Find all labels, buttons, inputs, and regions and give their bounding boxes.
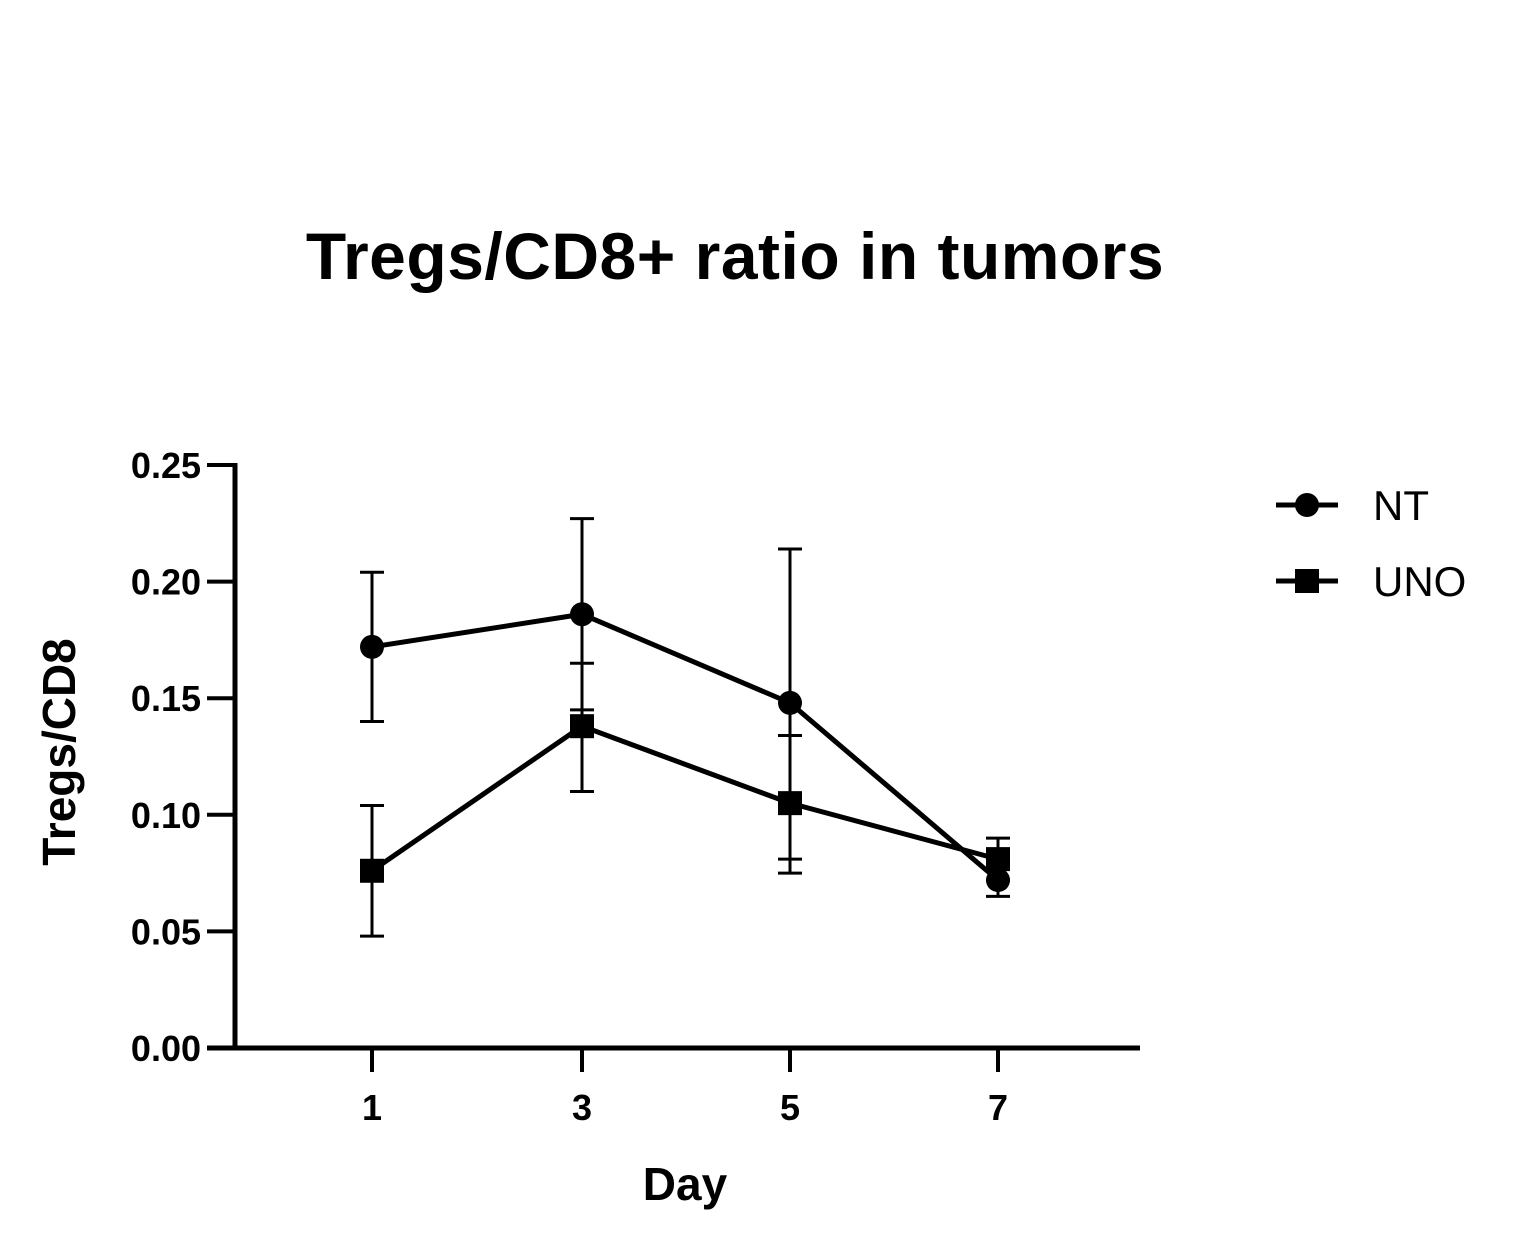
y-tick-label: 0.05	[131, 911, 201, 952]
legend-label: UNO	[1373, 558, 1466, 605]
legend-label: NT	[1373, 482, 1429, 529]
y-tick-label: 0.10	[131, 795, 201, 836]
y-axis-title: Tregs/CD8	[33, 638, 85, 866]
data-point	[986, 847, 1010, 872]
y-tick-label: 0.00	[131, 1028, 201, 1069]
series-nt	[360, 602, 1010, 893]
y-tick-label: 0.25	[131, 445, 201, 486]
chart-title: Tregs/CD8+ ratio in tumors	[305, 219, 1165, 293]
circle-marker-icon	[1295, 493, 1319, 517]
axes: 0.00 0.05 0.10 0.15 0.20 0.25 1 3 5 7 Day Tregs/CD8	[33, 445, 1140, 1210]
series-line	[370, 723, 999, 873]
x-axis-title: Day	[643, 1158, 728, 1210]
y-tick-label: 0.15	[131, 678, 201, 719]
y-tick-label: 0.20	[131, 562, 201, 603]
series-nt-errorbars	[360, 517, 1010, 898]
series-uno	[360, 714, 1010, 883]
series-layer	[360, 517, 1010, 938]
legend-item-uno: UNO	[1276, 558, 1466, 605]
data-point	[570, 602, 594, 627]
series-uno-errorbars	[360, 661, 1010, 938]
x-tick-label: 3	[572, 1087, 592, 1128]
x-tick-label: 5	[780, 1087, 800, 1128]
legend: NT UNO	[1276, 482, 1466, 605]
square-marker-icon	[1295, 569, 1319, 593]
legend-item-nt: NT	[1276, 482, 1429, 529]
series-line	[371, 611, 1000, 882]
x-tick-label: 1	[362, 1087, 382, 1128]
x-tick-label: 7	[988, 1087, 1008, 1128]
data-point	[570, 714, 594, 739]
data-point	[360, 858, 384, 883]
data-point	[778, 690, 802, 715]
data-point	[360, 634, 384, 659]
data-point	[778, 791, 802, 816]
data-point	[986, 868, 1010, 893]
